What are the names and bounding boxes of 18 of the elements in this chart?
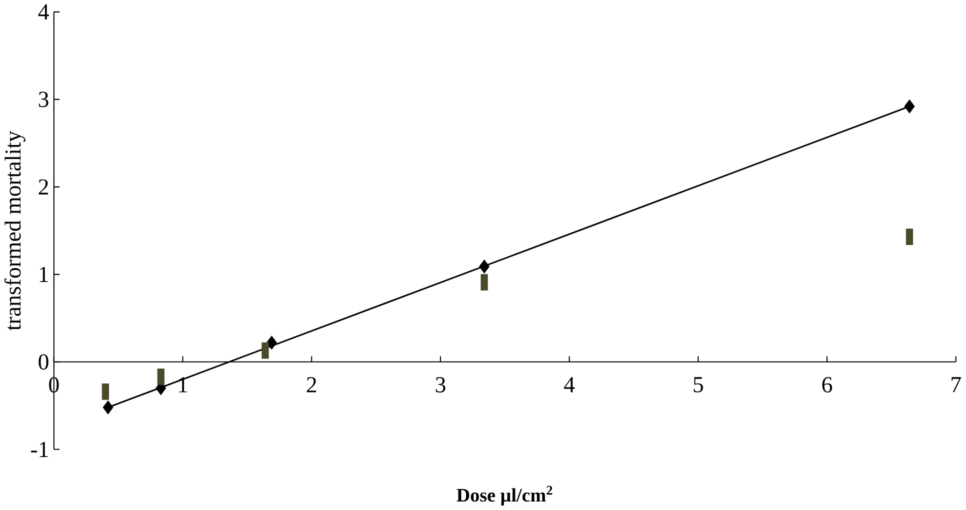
x-tick-label: 3 bbox=[436, 377, 446, 393]
point bbox=[102, 400, 114, 414]
x-tick-label: 2 bbox=[306, 377, 316, 392]
y-tick-label: 2 bbox=[38, 179, 48, 195]
y-tick-label: 0 bbox=[38, 354, 48, 370]
x-axis-title: Dose µl/cm$^{2}$ bbox=[456, 486, 552, 506]
x-tick-label: 5 bbox=[694, 377, 703, 392]
point bbox=[266, 336, 277, 350]
y-axis-title: transformed mortality bbox=[4, 130, 26, 330]
x-tick-label: 6 bbox=[822, 377, 832, 393]
x-tick-label: 4 bbox=[564, 377, 575, 392]
y-tick-label: 3 bbox=[38, 92, 48, 108]
y-tick-label: -1 bbox=[31, 442, 48, 457]
y-tick-label: 1 bbox=[40, 266, 48, 282]
point bbox=[904, 100, 915, 114]
y-tick-label: 4 bbox=[38, 4, 49, 20]
x-tick-label: 7 bbox=[952, 377, 961, 392]
point bbox=[479, 260, 490, 274]
